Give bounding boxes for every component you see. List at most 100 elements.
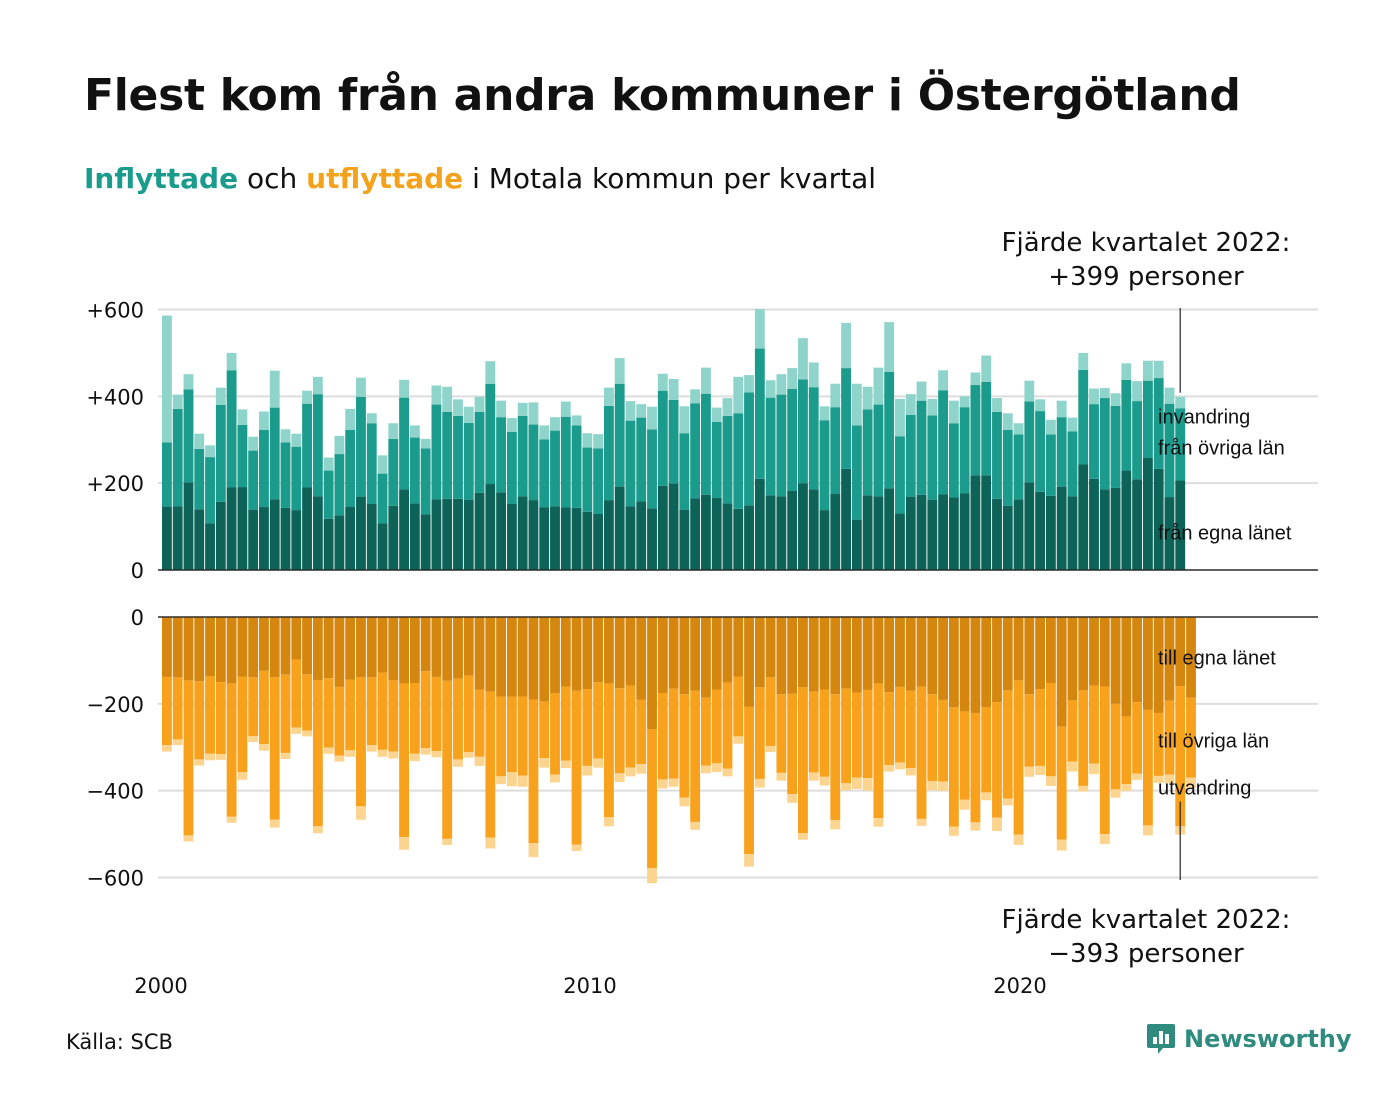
in-bar-segment (550, 430, 560, 507)
in-bar-segment (474, 492, 485, 570)
in-bar-segment (625, 420, 636, 507)
out-bar-segment (496, 776, 507, 785)
in-bar-segment (399, 397, 410, 490)
subtitle-rest: i Motala kommun per kvartal (463, 162, 877, 195)
in-bar-segment (647, 406, 657, 430)
in-bar-segment (1078, 464, 1089, 570)
out-bar-segment (259, 670, 269, 745)
out-bar-segment (819, 689, 830, 777)
out-bar-segment (323, 617, 334, 679)
out-bar-segment (765, 677, 776, 746)
in-bar-segment (798, 338, 808, 380)
out-bar-segment (701, 697, 711, 766)
in-bar-segment (1153, 468, 1164, 570)
in-bar-segment (1024, 401, 1035, 483)
out-bar-segment (927, 694, 938, 782)
in-bar-segment (593, 448, 604, 514)
out-bar-segment (291, 727, 302, 734)
out-bar-segment (701, 617, 711, 698)
in-bar-segment (366, 504, 377, 570)
in-series-label: invandring (1158, 407, 1250, 429)
out-bar-segment (1024, 694, 1035, 767)
out-bar-segment (172, 617, 183, 678)
out-bar-segment (959, 711, 970, 800)
out-bar-segment (895, 762, 905, 770)
in-bar-segment (345, 429, 356, 507)
in-bar-segment (916, 400, 927, 495)
in-bar-segment (517, 402, 528, 416)
in-bar-segment (1013, 423, 1024, 435)
out-bar-segment (560, 686, 571, 761)
in-bar-segment (1089, 388, 1099, 405)
out-bar-segment (409, 753, 420, 762)
out-bar-segment (1035, 765, 1046, 776)
in-bar-segment (442, 498, 453, 570)
out-bar-segment (916, 686, 927, 819)
in-bar-segment (636, 404, 647, 418)
in-bar-segment (571, 507, 582, 570)
in-bar-segment (377, 523, 388, 570)
in-bar-segment (334, 435, 345, 455)
in-bar-segment (830, 407, 841, 495)
out-bar-segment (431, 751, 442, 758)
out-bar-segment (798, 617, 808, 688)
out-bar-segment (614, 688, 625, 774)
out-bar-segment (356, 617, 366, 678)
in-bar-segment (345, 408, 356, 430)
out-bar-segment (593, 682, 604, 759)
out-bar-segment (787, 693, 798, 795)
in-bar-segment (280, 429, 291, 443)
out-bar-segment (194, 617, 205, 682)
out-bar-segment (614, 773, 625, 782)
out-bar-segment (981, 792, 992, 801)
out-bar-segment (1164, 617, 1175, 701)
out-bar-segment (916, 617, 927, 687)
in-bar-segment (787, 368, 798, 389)
out-bar-segment (269, 819, 280, 828)
in-bar-segment (1099, 398, 1110, 490)
in-bar-segment (1067, 496, 1078, 570)
in-bar-segment (506, 418, 517, 432)
out-bar-segment (1142, 709, 1153, 826)
out-bar-segment (754, 687, 765, 779)
in-bar-segment (323, 518, 334, 570)
in-bar-segment (701, 367, 711, 394)
in-bar-segment (819, 510, 830, 570)
in-bar-segment (808, 362, 819, 388)
in-y-tick-label: +200 (86, 472, 144, 496)
in-bar-segment (517, 415, 528, 497)
out-bar-segment (162, 676, 172, 746)
out-bar-segment (517, 696, 528, 776)
in-y-tick-label: 0 (131, 559, 144, 583)
out-bar-segment (808, 617, 819, 692)
out-bar-segment (463, 752, 474, 758)
in-bar-segment (463, 406, 474, 423)
in-bar-segment (636, 501, 647, 570)
out-bar-segment (841, 617, 851, 689)
in-bar-segment (830, 494, 841, 570)
out-bar-segment (744, 617, 754, 707)
out-bar-segment (895, 617, 905, 687)
out-bar-segment (819, 617, 830, 690)
in-bar-segment (938, 494, 949, 570)
out-series-label: utvandring (1158, 778, 1251, 800)
out-bar-segment (690, 690, 701, 822)
out-bar-segment (1089, 617, 1099, 686)
in-bar-segment (496, 417, 507, 493)
out-bar-segment (442, 838, 453, 845)
out-bar-segment (194, 681, 205, 760)
out-bar-segment (981, 617, 992, 708)
in-bar-segment (442, 386, 453, 412)
out-bar-segment (259, 617, 269, 671)
newsworthy-logo-icon (1147, 1024, 1175, 1054)
out-bar-segment (916, 818, 927, 826)
in-bar-segment (679, 509, 690, 570)
in-bar-segment (959, 493, 970, 570)
out-bar-segment (1089, 763, 1099, 775)
in-bar-segment (474, 411, 485, 493)
out-bar-segment (1089, 685, 1099, 764)
out-bar-segment (1153, 712, 1164, 776)
in-bar-segment (862, 409, 873, 496)
out-bar-segment (302, 730, 312, 737)
in-bar-segment (819, 420, 830, 511)
